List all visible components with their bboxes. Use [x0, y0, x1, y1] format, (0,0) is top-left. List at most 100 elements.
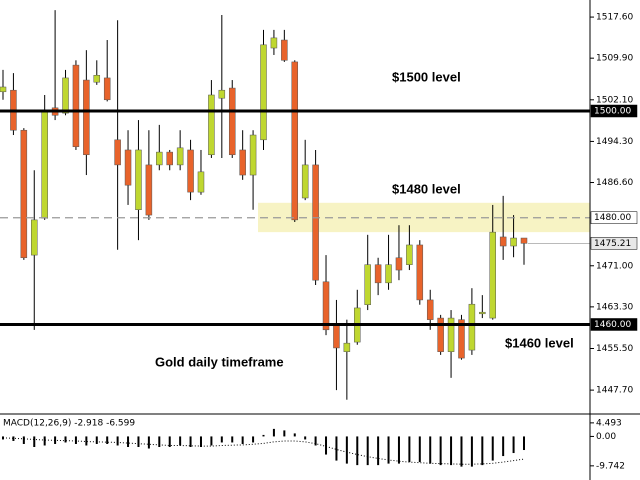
candle-body	[103, 77, 111, 101]
macd-bar	[304, 436, 307, 440]
y-tick-label: 1463.30	[596, 302, 633, 312]
macd-bar	[418, 436, 421, 463]
candle-body	[0, 86, 7, 93]
candle-body	[312, 164, 319, 281]
macd-bar	[397, 436, 400, 464]
y-tick-label: 1517.60	[596, 13, 633, 23]
macd-title: MACD(12,26,9) -2.918 -6.599	[3, 419, 135, 429]
macd-bar	[137, 436, 140, 447]
candle-body	[406, 244, 413, 265]
macd-bar	[272, 428, 275, 437]
candle-body	[124, 149, 132, 186]
candle-body	[447, 317, 455, 352]
macd-bar	[470, 436, 473, 467]
candle-body	[479, 311, 486, 315]
macd-bar	[450, 436, 453, 466]
annotation: Gold daily timeframe	[155, 354, 284, 369]
candle-body	[156, 151, 163, 166]
macd-bar	[325, 436, 328, 455]
candle-body	[72, 64, 80, 148]
macd-bar	[429, 436, 432, 464]
candle-body	[93, 74, 101, 83]
candle-body	[228, 87, 236, 156]
candle-body	[510, 237, 517, 247]
macd-bar	[512, 436, 515, 454]
candle-body	[374, 264, 382, 284]
level-tag	[590, 318, 638, 331]
y-tick-label: 1486.60	[596, 178, 633, 188]
level-label: 1500.00	[594, 107, 631, 117]
macd-bar	[408, 436, 411, 463]
macd-bar	[189, 436, 192, 447]
candle-body	[333, 324, 340, 349]
candle-body	[385, 264, 392, 284]
candle-body	[83, 79, 90, 156]
macd-bar	[127, 436, 130, 447]
macd-bar	[345, 436, 348, 464]
candle-body	[458, 319, 465, 359]
macd-bar	[22, 436, 25, 444]
macd-bar	[95, 436, 98, 444]
macd-bar	[54, 436, 57, 444]
macd-bar	[220, 436, 223, 443]
candle-body	[301, 164, 309, 199]
macd-bar	[158, 436, 161, 447]
macd-bar	[231, 436, 234, 443]
candle-body	[197, 171, 205, 193]
y-tick-label: 1502.10	[596, 95, 633, 105]
candle-body	[218, 89, 226, 99]
macd-bar	[210, 436, 213, 446]
macd-bar	[106, 436, 109, 444]
candle-body	[187, 149, 194, 193]
macd-bar	[241, 436, 244, 444]
annotation: $1480 level	[392, 181, 461, 196]
candle-body	[343, 342, 351, 352]
macd-bar	[64, 436, 67, 443]
macd-bar	[12, 436, 15, 441]
macd-bar	[502, 436, 505, 457]
candle-body	[166, 151, 173, 166]
candle-body	[437, 317, 444, 352]
macd-bar	[460, 436, 463, 467]
candle-body	[395, 257, 403, 271]
macd-bar	[481, 436, 484, 466]
macd-bar	[262, 434, 265, 437]
macd-bar	[74, 436, 77, 444]
annotation: $1500 level	[392, 69, 461, 84]
macd-bar	[335, 436, 338, 461]
candle-body	[281, 39, 288, 61]
candle-body	[520, 237, 528, 244]
candle-body	[322, 281, 330, 331]
macd-bar	[491, 436, 494, 461]
candle-body	[426, 299, 434, 320]
candle-body	[41, 109, 48, 219]
macd-bar	[168, 436, 171, 447]
candle-body	[270, 37, 278, 49]
candle-body	[114, 139, 121, 166]
macd-bar	[147, 436, 150, 449]
macd-bar	[314, 436, 317, 446]
y-tick-label: 1494.30	[596, 137, 633, 147]
macd-bar	[439, 436, 442, 466]
level-tag	[590, 211, 638, 224]
annotation: $1460 level	[505, 335, 574, 350]
candle-body	[416, 244, 424, 301]
candle-body	[20, 129, 28, 259]
candle-body	[31, 219, 38, 256]
candle-body	[239, 149, 246, 176]
level-label: 1460.00	[594, 320, 631, 330]
y-tick-label: 1509.90	[596, 54, 633, 64]
y-tick-label: 1471.00	[596, 261, 633, 271]
candle-body	[145, 164, 153, 216]
macd-bar	[366, 436, 369, 466]
macd-bar	[199, 436, 202, 447]
macd-bar	[85, 436, 88, 446]
macd-bar	[523, 436, 525, 451]
candle-body	[364, 264, 371, 305]
macd-bar	[377, 436, 380, 466]
candle-body	[489, 231, 496, 319]
y-tick-label: 4.493	[596, 418, 622, 428]
macd-bar	[293, 433, 296, 437]
